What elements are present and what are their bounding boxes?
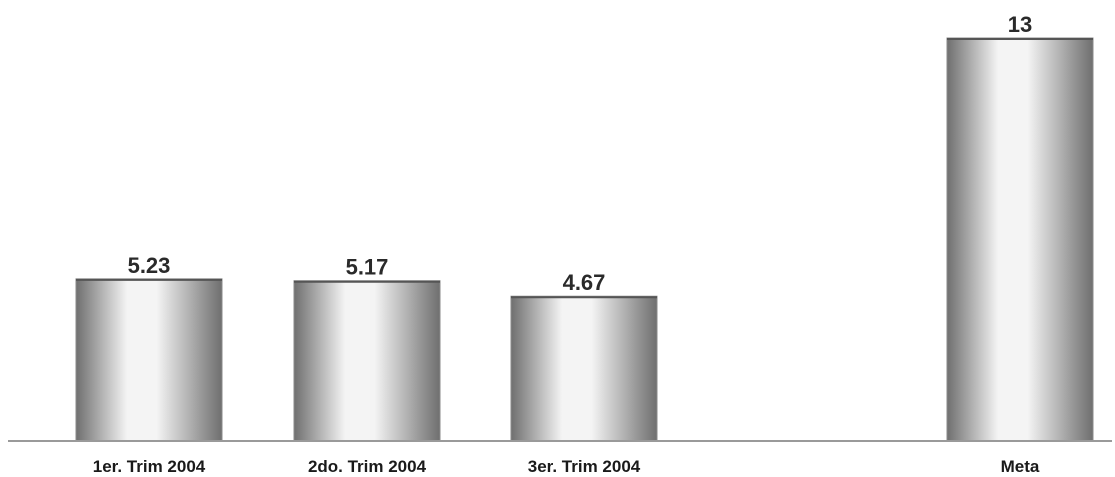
bar-4 xyxy=(946,37,1094,442)
category-label-2: 2do. Trim 2004 xyxy=(308,457,427,476)
category-label-1: 1er. Trim 2004 xyxy=(93,457,206,476)
bar-2 xyxy=(293,280,441,442)
value-label-4: 13 xyxy=(1008,12,1032,37)
value-label-2: 5.17 xyxy=(346,255,389,280)
bars-layer xyxy=(75,37,1094,442)
value-label-1: 5.23 xyxy=(128,253,171,278)
value-label-3: 4.67 xyxy=(563,270,606,295)
bar-3 xyxy=(510,295,658,442)
bar-1 xyxy=(75,278,223,442)
category-label-4: Meta xyxy=(1001,457,1040,476)
labels-layer: 5.23 1er. Trim 2004 5.17 2do. Trim 2004 4.67… xyxy=(93,12,1040,476)
category-label-3: 3er. Trim 2004 xyxy=(528,457,641,476)
